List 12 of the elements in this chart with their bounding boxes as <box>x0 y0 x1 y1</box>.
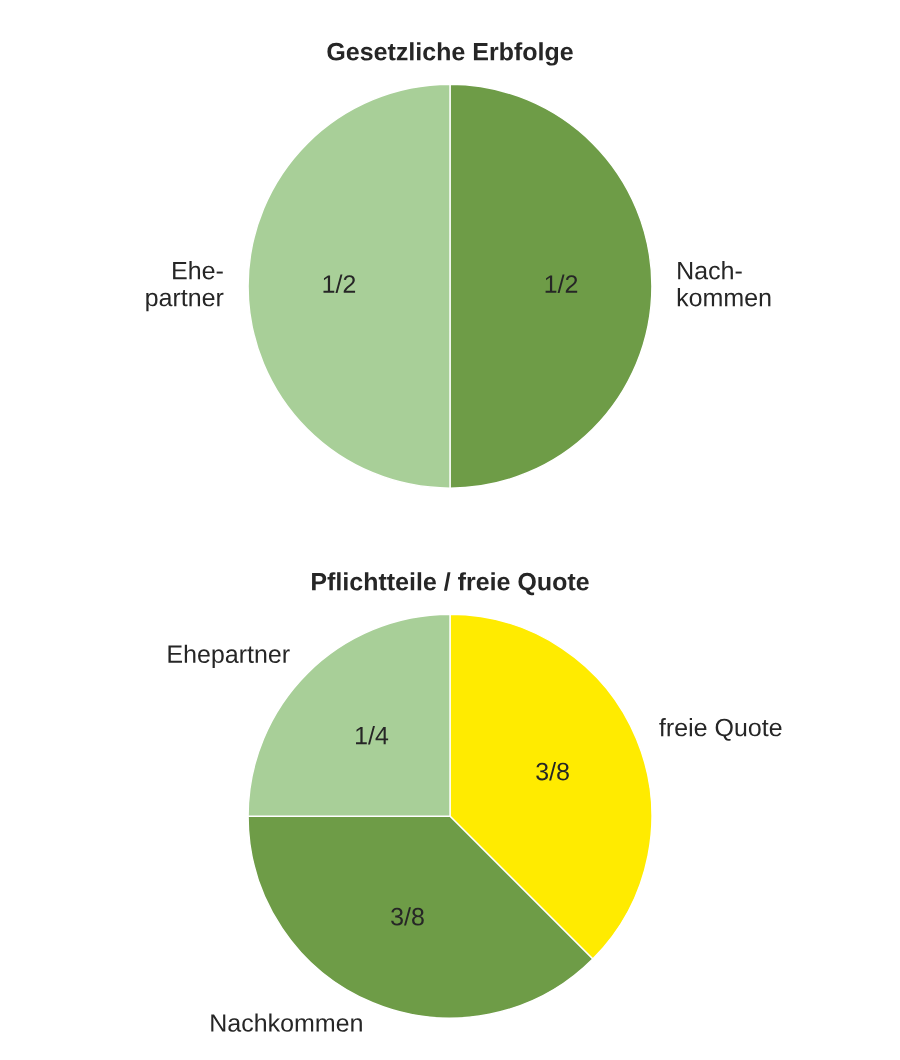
slice-label: Ehe- partner <box>146 261 224 312</box>
data-label: 3/8 <box>536 762 569 781</box>
chart-title: Gesetzliche Erbfolge <box>327 42 573 66</box>
slice-label: freie Quote <box>659 718 782 741</box>
slice-label: Nach- kommen <box>677 261 771 307</box>
data-label: 1/2 <box>545 274 578 293</box>
data-label: 1/4 <box>356 726 389 745</box>
slice-label: Nachkommen <box>211 1013 362 1032</box>
data-label: 1/2 <box>323 274 356 293</box>
chart-title: Pflichtteile / freie Quote <box>312 572 589 596</box>
data-label: 3/8 <box>391 907 424 926</box>
slice-label: Ehepartner <box>168 644 290 668</box>
